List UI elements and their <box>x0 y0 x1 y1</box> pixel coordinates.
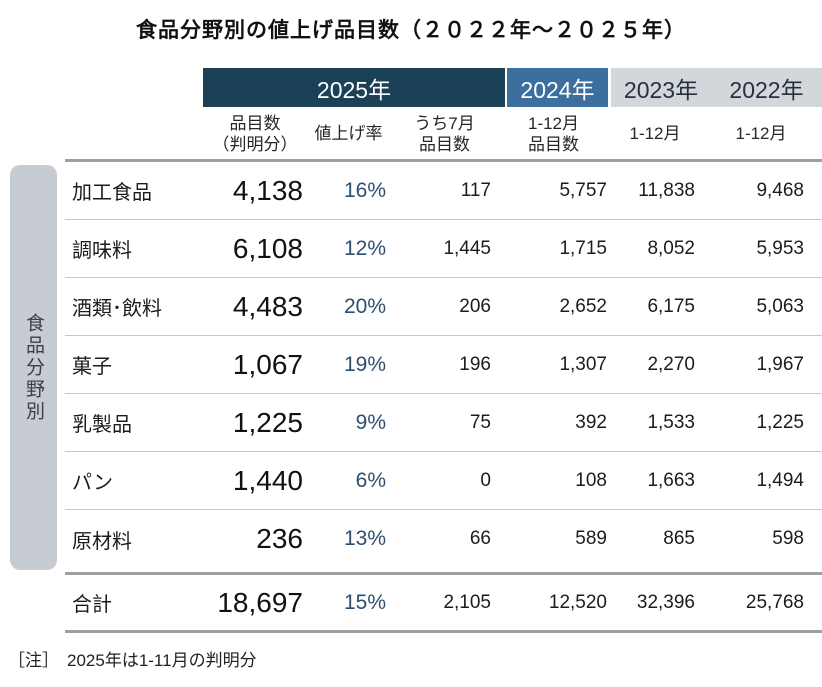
table-row: パン 1,440 6% 0 108 1,663 1,494 <box>65 452 822 510</box>
row-label: パン <box>72 472 113 494</box>
cell-2024: 12,520 <box>548 591 607 613</box>
col-header-july-line1: うち7月 <box>414 113 475 133</box>
cell-2022: 1,225 <box>756 411 804 433</box>
footnote: ［注］ 2025年は1-11月の判明分 <box>8 646 257 671</box>
cell-rate: 13% <box>343 527 386 550</box>
table-row: 調味料 6,108 12% 1,445 1,715 8,052 5,953 <box>65 220 822 278</box>
table-body: 加工食品 4,138 16% 117 5,757 11,838 9,468 調味… <box>65 162 822 568</box>
table-row: 乳製品 1,225 9% 75 392 1,533 1,225 <box>65 394 822 452</box>
cell-count: 18,697 <box>217 586 303 618</box>
cell-july: 0 <box>480 469 491 491</box>
col-header-july: うち7月 品目数 <box>392 110 497 158</box>
cell-count: 1,225 <box>232 406 303 438</box>
cell-count: 1,067 <box>232 348 303 380</box>
cell-july: 206 <box>459 295 491 317</box>
col-header-rate: 値上げ率 <box>305 110 392 158</box>
cell-2022: 25,768 <box>745 591 804 613</box>
row-label: 乳製品 <box>72 414 132 436</box>
table-total-row: 合計 18,697 15% 2,105 12,520 32,396 25,768 <box>65 575 822 630</box>
footnote-marker: ［注］ <box>8 651 59 670</box>
header-year-2022: 2022年 <box>729 76 804 103</box>
cell-july: 75 <box>469 411 491 433</box>
cell-2024: 5,757 <box>559 179 607 201</box>
table-row: 加工食品 4,138 16% 117 5,757 11,838 9,468 <box>65 162 822 220</box>
cell-2022: 5,953 <box>756 237 804 259</box>
footnote-text: 2025年は1-11月の判明分 <box>67 651 257 670</box>
cell-2022: 9,468 <box>756 179 804 201</box>
cell-july: 66 <box>469 528 491 549</box>
cell-rate: 20% <box>343 294 386 318</box>
cell-2024: 2,652 <box>559 295 607 317</box>
col-header-2024-months-line2: 品目数 <box>528 135 579 154</box>
table-top-rule <box>65 159 822 162</box>
row-label: 酒類･飲料 <box>72 298 162 320</box>
cell-count: 236 <box>256 523 303 554</box>
cell-count: 4,483 <box>232 290 303 322</box>
col-header-july-line2: 品目数 <box>419 135 470 154</box>
cell-july: 2,105 <box>443 591 491 613</box>
cell-july: 117 <box>460 179 491 201</box>
cell-2023: 11,838 <box>638 179 695 201</box>
cell-july: 1,445 <box>443 237 491 259</box>
col-header-2023-months-label: 1-12月 <box>629 124 681 144</box>
cell-rate: 12% <box>343 236 386 260</box>
category-axis-bar: 食品分野別 <box>10 165 57 570</box>
cell-2023: 32,396 <box>636 591 695 613</box>
cell-2022: 598 <box>772 528 804 549</box>
cell-rate: 16% <box>343 178 386 202</box>
cell-rate: 19% <box>343 352 386 376</box>
row-label: 菓子 <box>72 356 112 378</box>
row-label: 加工食品 <box>72 182 152 204</box>
total-top-rule <box>65 572 822 575</box>
cell-2024: 589 <box>575 528 607 549</box>
cell-2024: 108 <box>575 469 607 491</box>
row-label: 原材料 <box>72 530 132 553</box>
table-row: 菓子 1,067 19% 196 1,307 2,270 1,967 <box>65 336 822 394</box>
header-year-2024: 2024年 <box>507 68 608 107</box>
cell-rate: 6% <box>355 468 386 492</box>
header-years-past: 2023年 2022年 <box>611 68 822 107</box>
cell-2023: 6,175 <box>647 295 695 317</box>
cell-count: 6,108 <box>232 232 303 264</box>
row-label: 調味料 <box>72 240 132 262</box>
table-bottom-rule <box>65 630 822 633</box>
header-year-2025: 2025年 <box>203 68 505 107</box>
cell-2024: 1,307 <box>559 353 607 375</box>
col-header-item-count-line1: 品目数 <box>229 113 281 133</box>
cell-july: 196 <box>459 353 491 375</box>
col-header-2023-months: 1-12月 <box>610 110 700 158</box>
col-header-2022-months: 1-12月 <box>700 110 822 158</box>
cell-2022: 1,967 <box>756 353 804 375</box>
cell-2024: 392 <box>575 411 607 433</box>
page-title: 食品分野別の値上げ品目数（２０２２年～２０２５年） <box>136 19 686 42</box>
cell-2022: 5,063 <box>756 295 804 317</box>
cell-count: 4,138 <box>232 174 303 206</box>
col-header-2022-months-label: 1-12月 <box>735 124 787 144</box>
cell-count: 1,440 <box>232 464 303 496</box>
category-axis-label: 食品分野別 <box>23 312 44 423</box>
col-header-2024-months-line1: 1-12月 <box>527 113 580 133</box>
col-header-item-count: 品目数 （判明分） <box>205 110 305 158</box>
cell-2023: 1,533 <box>647 411 695 433</box>
cell-2023: 2,270 <box>647 353 695 375</box>
table-row: 原材料 236 13% 66 589 865 598 <box>65 510 822 568</box>
col-header-rate-label: 値上げ率 <box>314 124 383 144</box>
cell-2024: 1,715 <box>559 237 607 259</box>
row-label: 合計 <box>72 594 112 616</box>
cell-rate: 9% <box>355 410 386 434</box>
header-year-2023: 2023年 <box>623 76 699 103</box>
cell-2023: 865 <box>663 528 695 549</box>
col-header-item-count-line2: （判明分） <box>212 135 298 154</box>
cell-2023: 8,052 <box>647 237 695 259</box>
table-row: 酒類･飲料 4,483 20% 206 2,652 6,175 5,063 <box>65 278 822 336</box>
cell-rate: 15% <box>343 590 386 614</box>
cell-2023: 1,663 <box>647 469 695 491</box>
cell-2022: 1,494 <box>756 469 804 491</box>
col-header-2024-months: 1-12月 品目数 <box>497 110 610 158</box>
